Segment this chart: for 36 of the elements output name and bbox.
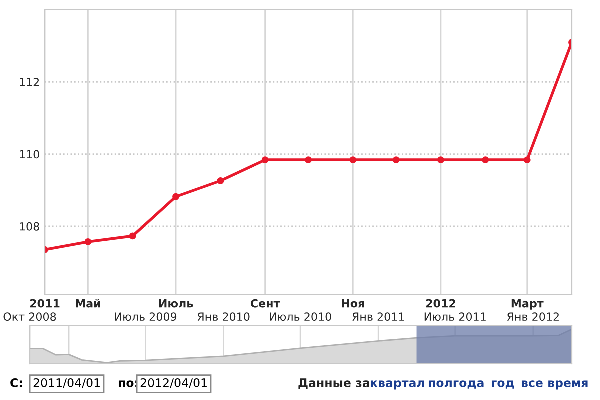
text: все время — [522, 380, 588, 390]
text: С: — [10, 378, 22, 388]
text: 2012/04/01 — [140, 378, 207, 388]
point — [172, 193, 180, 200]
y-tick-label: 112 — [20, 78, 40, 86]
text: Данные за — [298, 378, 370, 390]
x-tick-label: Март — [512, 300, 544, 310]
point — [84, 238, 92, 246]
x-tick-label: Окт 2008 — [4, 312, 56, 322]
x-tick-label: Июль 2011 — [424, 312, 486, 322]
x-tick-label: Июль 2010 — [270, 312, 332, 322]
point — [305, 156, 312, 164]
text: полгода — [428, 380, 484, 389]
x-tick-label: Май — [76, 299, 100, 308]
x-tick-label: Янв 2011 — [352, 312, 404, 322]
y-tick-label: 108 — [20, 222, 40, 231]
point — [129, 232, 136, 240]
point — [392, 156, 400, 164]
y-tick-label: 110 — [20, 150, 40, 159]
x-tick-label: Ноя — [342, 300, 364, 308]
point — [437, 156, 444, 164]
x-tick-label: 2012 — [426, 299, 456, 308]
text: год — [492, 380, 514, 389]
x-tick-label: Июль 2009 — [115, 312, 177, 322]
x-tick-label: Янв 2012 — [507, 312, 559, 322]
text: 2011/04/01 — [34, 378, 100, 388]
point — [482, 156, 490, 164]
x-tick-label: Июль — [159, 300, 194, 308]
point — [350, 156, 357, 164]
point — [262, 156, 269, 164]
x-tick-label: Сент — [250, 299, 280, 308]
x-tick-label: Янв 2010 — [198, 312, 250, 322]
point — [524, 156, 531, 164]
point — [217, 178, 224, 184]
text: квартал — [370, 380, 424, 390]
x-tick-label: 2011 — [30, 299, 60, 308]
